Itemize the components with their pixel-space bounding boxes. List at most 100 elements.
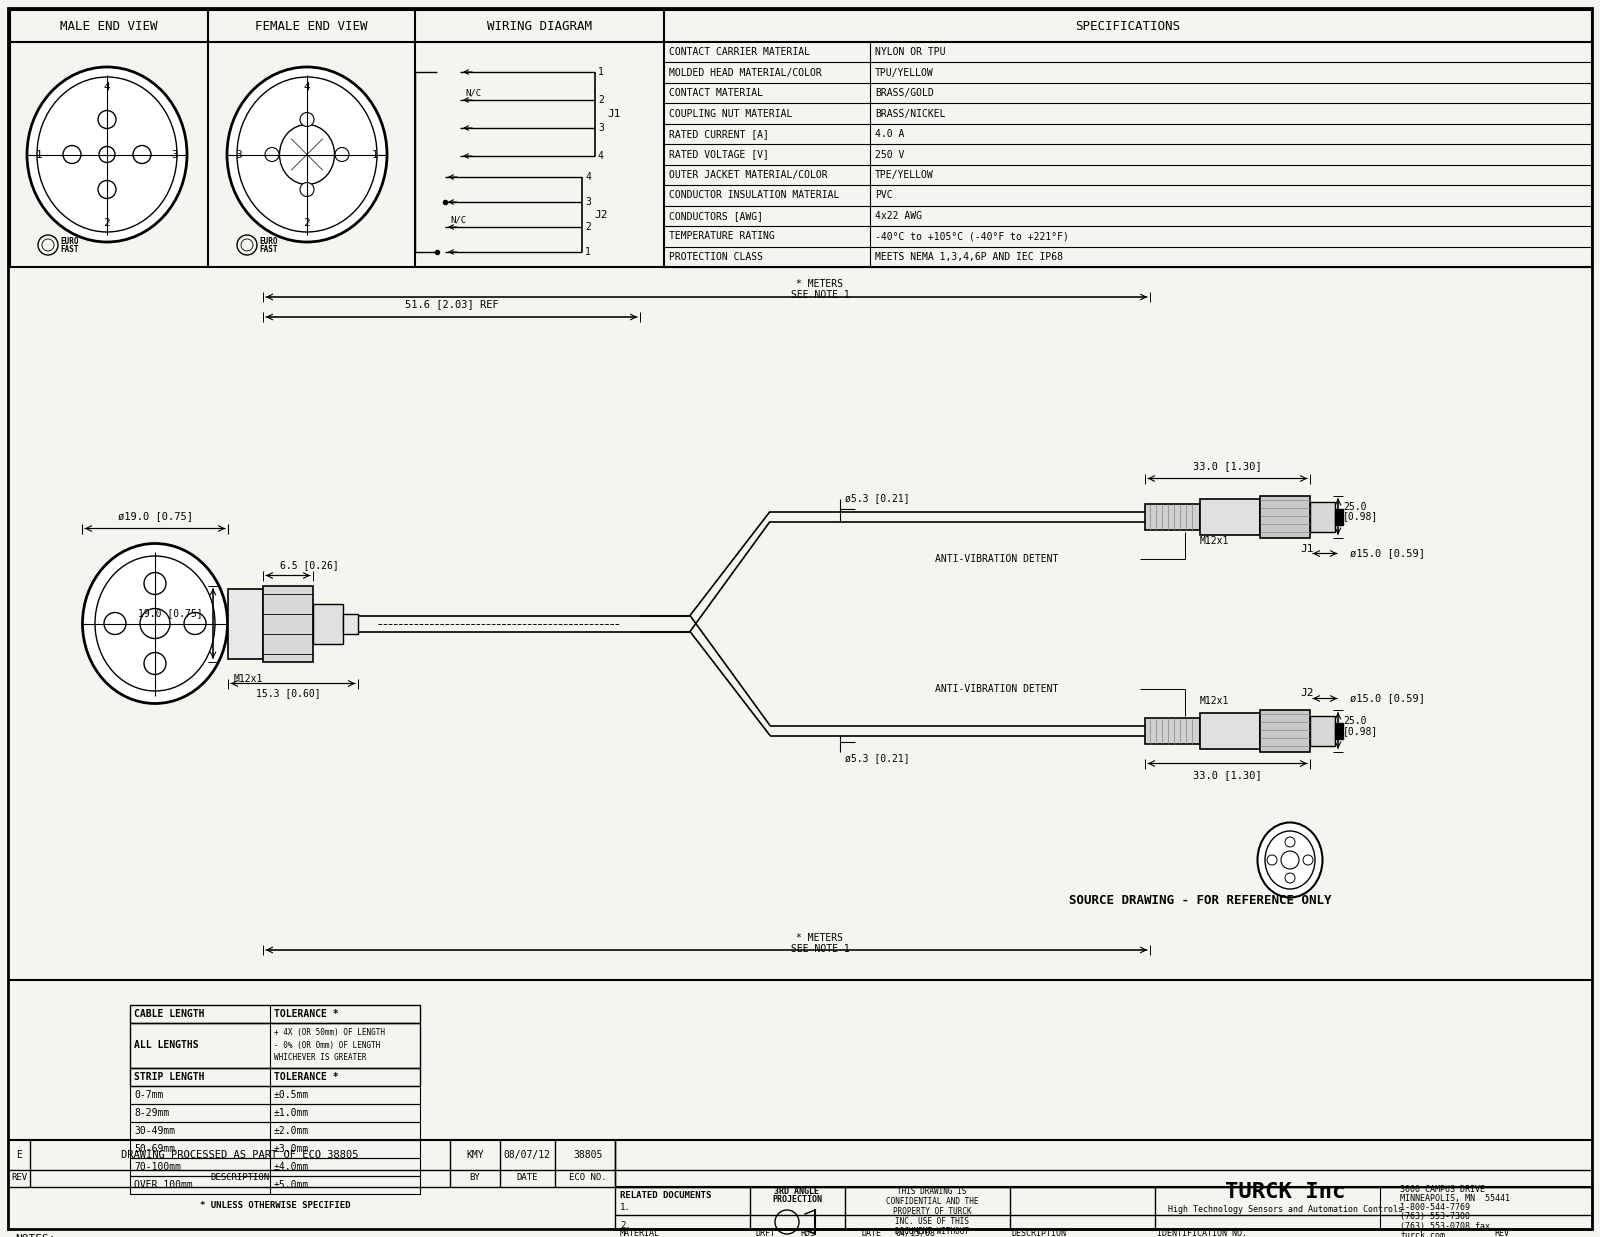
Text: DRFT: DRFT [755, 1228, 774, 1237]
Text: ±5.0mm: ±5.0mm [274, 1180, 309, 1190]
Text: 30-49mm: 30-49mm [134, 1126, 174, 1136]
Text: 3: 3 [235, 150, 242, 160]
Text: E: E [16, 1150, 22, 1160]
Text: FEMALE END VIEW: FEMALE END VIEW [256, 20, 368, 32]
Text: ø5.3 [0.21]: ø5.3 [0.21] [845, 753, 910, 763]
Bar [1334, 508, 1342, 524]
Circle shape [98, 181, 115, 198]
Text: - 0% (OR 0mm) OF LENGTH: - 0% (OR 0mm) OF LENGTH [274, 1042, 381, 1050]
Circle shape [1302, 855, 1314, 865]
Text: 50-69mm: 50-69mm [134, 1144, 174, 1154]
Text: DESCRIPTION: DESCRIPTION [1013, 1228, 1067, 1237]
Text: 15.3 [0.60]: 15.3 [0.60] [256, 689, 320, 699]
Text: 08/07/12: 08/07/12 [504, 1150, 550, 1160]
Text: M12x1: M12x1 [1200, 537, 1229, 547]
Text: FAST: FAST [259, 245, 277, 254]
Text: FAST: FAST [61, 245, 78, 254]
Text: 8-29mm: 8-29mm [134, 1108, 170, 1118]
Text: SOURCE DRAWING - FOR REFERENCE ONLY: SOURCE DRAWING - FOR REFERENCE ONLY [1069, 893, 1331, 907]
Text: 33.0 [1.30]: 33.0 [1.30] [1194, 771, 1262, 781]
Circle shape [334, 147, 349, 162]
Text: 2: 2 [104, 218, 110, 228]
Text: OUTER JACKET MATERIAL/COLOR: OUTER JACKET MATERIAL/COLOR [669, 169, 827, 179]
Text: 04/15/08: 04/15/08 [894, 1228, 934, 1237]
Text: ø5.3 [0.21]: ø5.3 [0.21] [845, 494, 910, 503]
Ellipse shape [237, 77, 378, 233]
Text: BRASS/GOLD: BRASS/GOLD [875, 88, 934, 98]
Circle shape [98, 110, 115, 129]
Text: SEE NOTE 1: SEE NOTE 1 [790, 289, 850, 301]
Text: 0-7mm: 0-7mm [134, 1090, 163, 1100]
Text: CONTACT CARRIER MATERIAL: CONTACT CARRIER MATERIAL [669, 47, 810, 57]
Ellipse shape [280, 125, 334, 184]
Text: TEMPERATURE RATING: TEMPERATURE RATING [669, 231, 774, 241]
Text: BY: BY [470, 1174, 480, 1183]
Text: BRASS/NICKEL: BRASS/NICKEL [875, 109, 946, 119]
Text: THIS DRAWING IS: THIS DRAWING IS [898, 1188, 966, 1196]
Circle shape [99, 146, 115, 162]
Bar [1310, 501, 1334, 532]
Text: 19.0 [0.75]: 19.0 [0.75] [138, 609, 203, 618]
Bar [130, 1086, 419, 1103]
Bar [1261, 710, 1310, 752]
Text: 4: 4 [304, 82, 310, 92]
Bar [1334, 722, 1342, 738]
Circle shape [1285, 873, 1294, 883]
Text: [0.98]: [0.98] [1342, 726, 1378, 736]
Bar [130, 1023, 419, 1068]
Text: TPU/YELLOW: TPU/YELLOW [875, 68, 934, 78]
Text: 3RD ANGLE: 3RD ANGLE [774, 1188, 819, 1196]
Text: ±4.0mm: ±4.0mm [274, 1162, 309, 1171]
Text: CONDUCTORS [AWG]: CONDUCTORS [AWG] [669, 210, 763, 221]
Text: CONTACT MATERIAL: CONTACT MATERIAL [669, 88, 763, 98]
Text: 2: 2 [586, 221, 590, 233]
Text: 4: 4 [104, 82, 110, 92]
Text: NOTES:: NOTES: [14, 1235, 56, 1237]
Text: 3: 3 [598, 122, 603, 134]
Text: 6.5 [0.26]: 6.5 [0.26] [280, 560, 339, 570]
Text: INC. USE OF THIS: INC. USE OF THIS [894, 1217, 970, 1227]
Text: DATE: DATE [517, 1174, 538, 1183]
Text: (763) 553-0708 fax: (763) 553-0708 fax [1400, 1221, 1490, 1231]
Ellipse shape [27, 67, 187, 242]
Text: J1: J1 [606, 109, 621, 119]
Text: 250 V: 250 V [875, 150, 904, 160]
Ellipse shape [94, 555, 214, 691]
Text: SEE NOTE 1: SEE NOTE 1 [790, 944, 850, 954]
Text: 4: 4 [586, 172, 590, 182]
Text: 3: 3 [171, 150, 178, 160]
Text: ANTI-VIBRATION DETENT: ANTI-VIBRATION DETENT [934, 684, 1058, 694]
Text: CONFIDENTIAL AND THE: CONFIDENTIAL AND THE [886, 1197, 978, 1206]
Text: 4x22 AWG: 4x22 AWG [875, 210, 922, 221]
Text: 1: 1 [35, 150, 42, 160]
Bar [1146, 717, 1200, 743]
Circle shape [1282, 851, 1299, 870]
Text: 51.6 [2.03] REF: 51.6 [2.03] REF [405, 299, 498, 309]
Text: 4.0 A: 4.0 A [875, 129, 904, 139]
Text: 1: 1 [371, 150, 378, 160]
Text: + 4X (OR 50mm) OF LENGTH: + 4X (OR 50mm) OF LENGTH [274, 1028, 386, 1038]
Text: ø19.0 [0.75]: ø19.0 [0.75] [117, 512, 192, 522]
Text: * UNLESS OTHERWISE SPECIFIED: * UNLESS OTHERWISE SPECIFIED [200, 1201, 350, 1211]
Text: N/C: N/C [466, 89, 482, 98]
Text: J1: J1 [1299, 543, 1314, 553]
Text: 33.0 [1.30]: 33.0 [1.30] [1194, 461, 1262, 471]
Text: ±3.0mm: ±3.0mm [274, 1144, 309, 1154]
Bar [130, 1004, 419, 1023]
Ellipse shape [83, 543, 227, 704]
Bar [1146, 503, 1200, 529]
Text: MEETS NEMA 1,3,4,6P AND IEC IP68: MEETS NEMA 1,3,4,6P AND IEC IP68 [875, 252, 1062, 262]
Text: ALL LENGTHS: ALL LENGTHS [134, 1040, 198, 1050]
Text: * METERS: * METERS [797, 933, 843, 943]
Text: OVER 100mm: OVER 100mm [134, 1180, 192, 1190]
Text: J2: J2 [1299, 689, 1314, 699]
Text: DOCUMENT WITHOUT: DOCUMENT WITHOUT [894, 1227, 970, 1237]
Text: RATED CURRENT [A]: RATED CURRENT [A] [669, 129, 770, 139]
Text: 2: 2 [598, 95, 603, 105]
Text: SPECIFICATIONS: SPECIFICATIONS [1075, 20, 1181, 32]
Text: ±1.0mm: ±1.0mm [274, 1108, 309, 1118]
Text: High Technology Sensors and Automation Controls: High Technology Sensors and Automation C… [1168, 1206, 1403, 1215]
Text: 1.: 1. [621, 1204, 630, 1212]
Text: 25.0: 25.0 [1342, 716, 1366, 726]
Bar [130, 1122, 419, 1141]
